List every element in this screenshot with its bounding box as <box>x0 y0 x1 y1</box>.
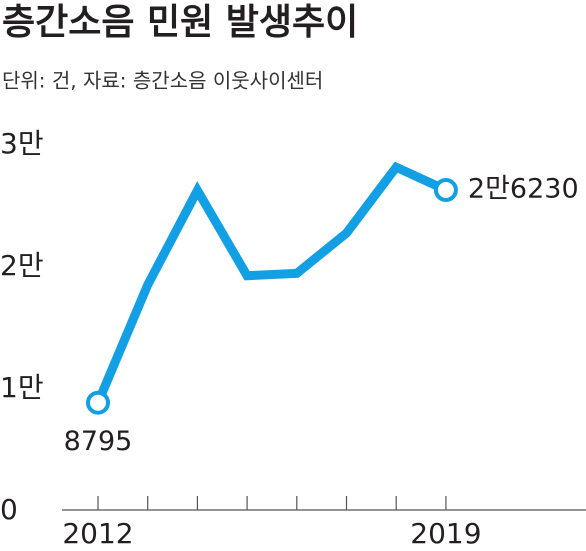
data-label: 2만6230 <box>468 173 579 204</box>
data-label: 8795 <box>64 426 133 457</box>
point <box>433 177 458 202</box>
y-tick-label: 2만 <box>0 249 44 282</box>
x-tick-label: 2012 <box>62 517 133 550</box>
line <box>93 161 448 405</box>
y-tick-label: 0 <box>0 493 18 526</box>
y-tick-label: 1만 <box>0 371 44 404</box>
chart-title: 층간소음 민원 발생추이 <box>2 2 358 43</box>
y-tick-label: 3만 <box>0 127 44 160</box>
chart-subtitle: 단위: 건, 자료: 층간소음 이웃사이센터 <box>2 69 323 93</box>
point <box>86 390 110 415</box>
x-tick-label: 2019 <box>410 517 481 550</box>
